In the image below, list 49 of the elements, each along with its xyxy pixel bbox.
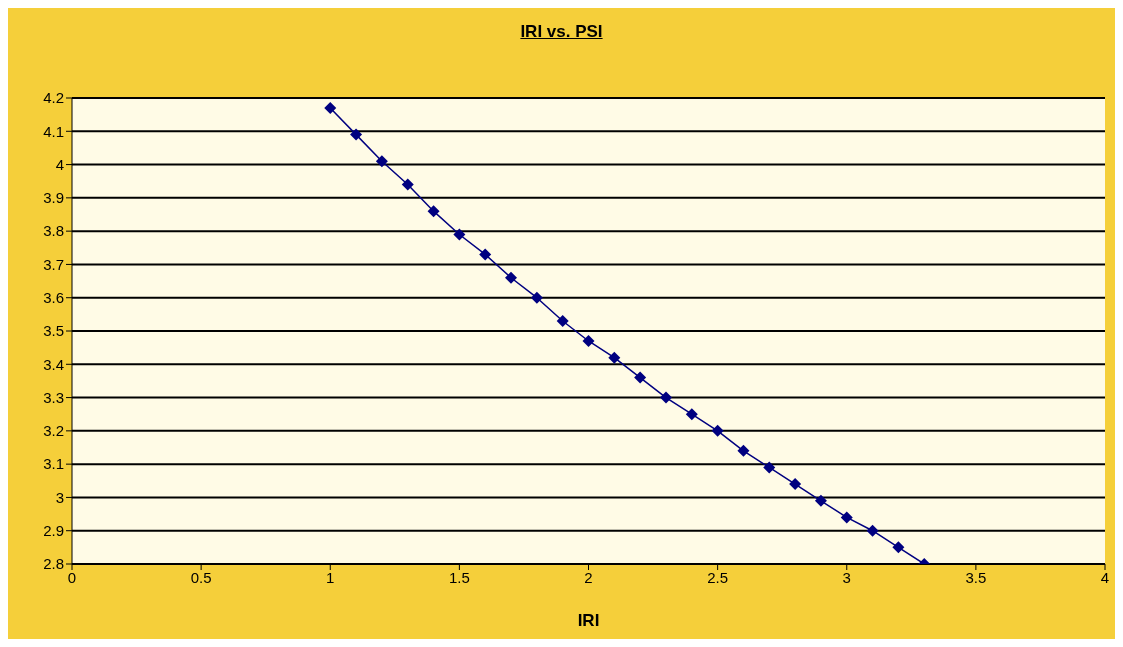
point [401, 178, 414, 191]
x-tick-label: 0 [67, 568, 77, 586]
y-tick-label: 2.9 [43, 522, 64, 540]
point [866, 524, 879, 537]
point [840, 511, 853, 524]
y-tick-label: 3.2 [43, 422, 64, 440]
point [375, 155, 388, 168]
y-tick-label: 4.2 [43, 89, 64, 107]
point [350, 128, 363, 141]
y-tick-label: 3 [55, 488, 64, 506]
x-tick-label: 1 [326, 568, 335, 586]
point [892, 541, 905, 554]
x-tick-label: 4 [1100, 568, 1110, 586]
x-tick-label: 2 [584, 568, 593, 586]
y-tick-label: 3.6 [43, 289, 64, 307]
point [324, 101, 337, 114]
y-tick-label: 3.3 [43, 388, 64, 406]
y-tick-label: 4.1 [43, 122, 64, 140]
y-tick-label: 4 [55, 155, 64, 173]
x-axis-title: IRI [577, 611, 600, 630]
point [582, 334, 595, 347]
chart-title: IRI vs. PSI [519, 21, 604, 43]
x-tick-label: 1.5 [448, 568, 470, 586]
point [711, 424, 724, 437]
x-tick-label: 3.5 [965, 568, 987, 586]
y-tick-label: 2.8 [43, 555, 64, 573]
y-tick-label: 3.8 [43, 222, 64, 240]
point [530, 291, 543, 304]
point [634, 371, 647, 384]
point [737, 444, 750, 457]
point [608, 351, 621, 364]
x-tick-label: 3 [842, 568, 851, 586]
point [685, 408, 698, 421]
point [453, 228, 466, 241]
point [427, 205, 440, 218]
x-tick-label: 2.5 [707, 568, 729, 586]
point [659, 391, 672, 404]
point [556, 315, 569, 328]
y-tick-label: 3.4 [43, 355, 64, 373]
point [789, 478, 802, 491]
point [763, 461, 776, 474]
y-tick-label: 3.7 [43, 255, 64, 273]
point [814, 494, 827, 507]
y-tick-label: 3.5 [43, 322, 64, 340]
y-tick-label: 3.9 [43, 189, 64, 207]
point [505, 271, 518, 284]
x-tick-label: 0.5 [190, 568, 212, 586]
point [479, 248, 492, 261]
y-tick-label: 3.1 [43, 455, 64, 473]
